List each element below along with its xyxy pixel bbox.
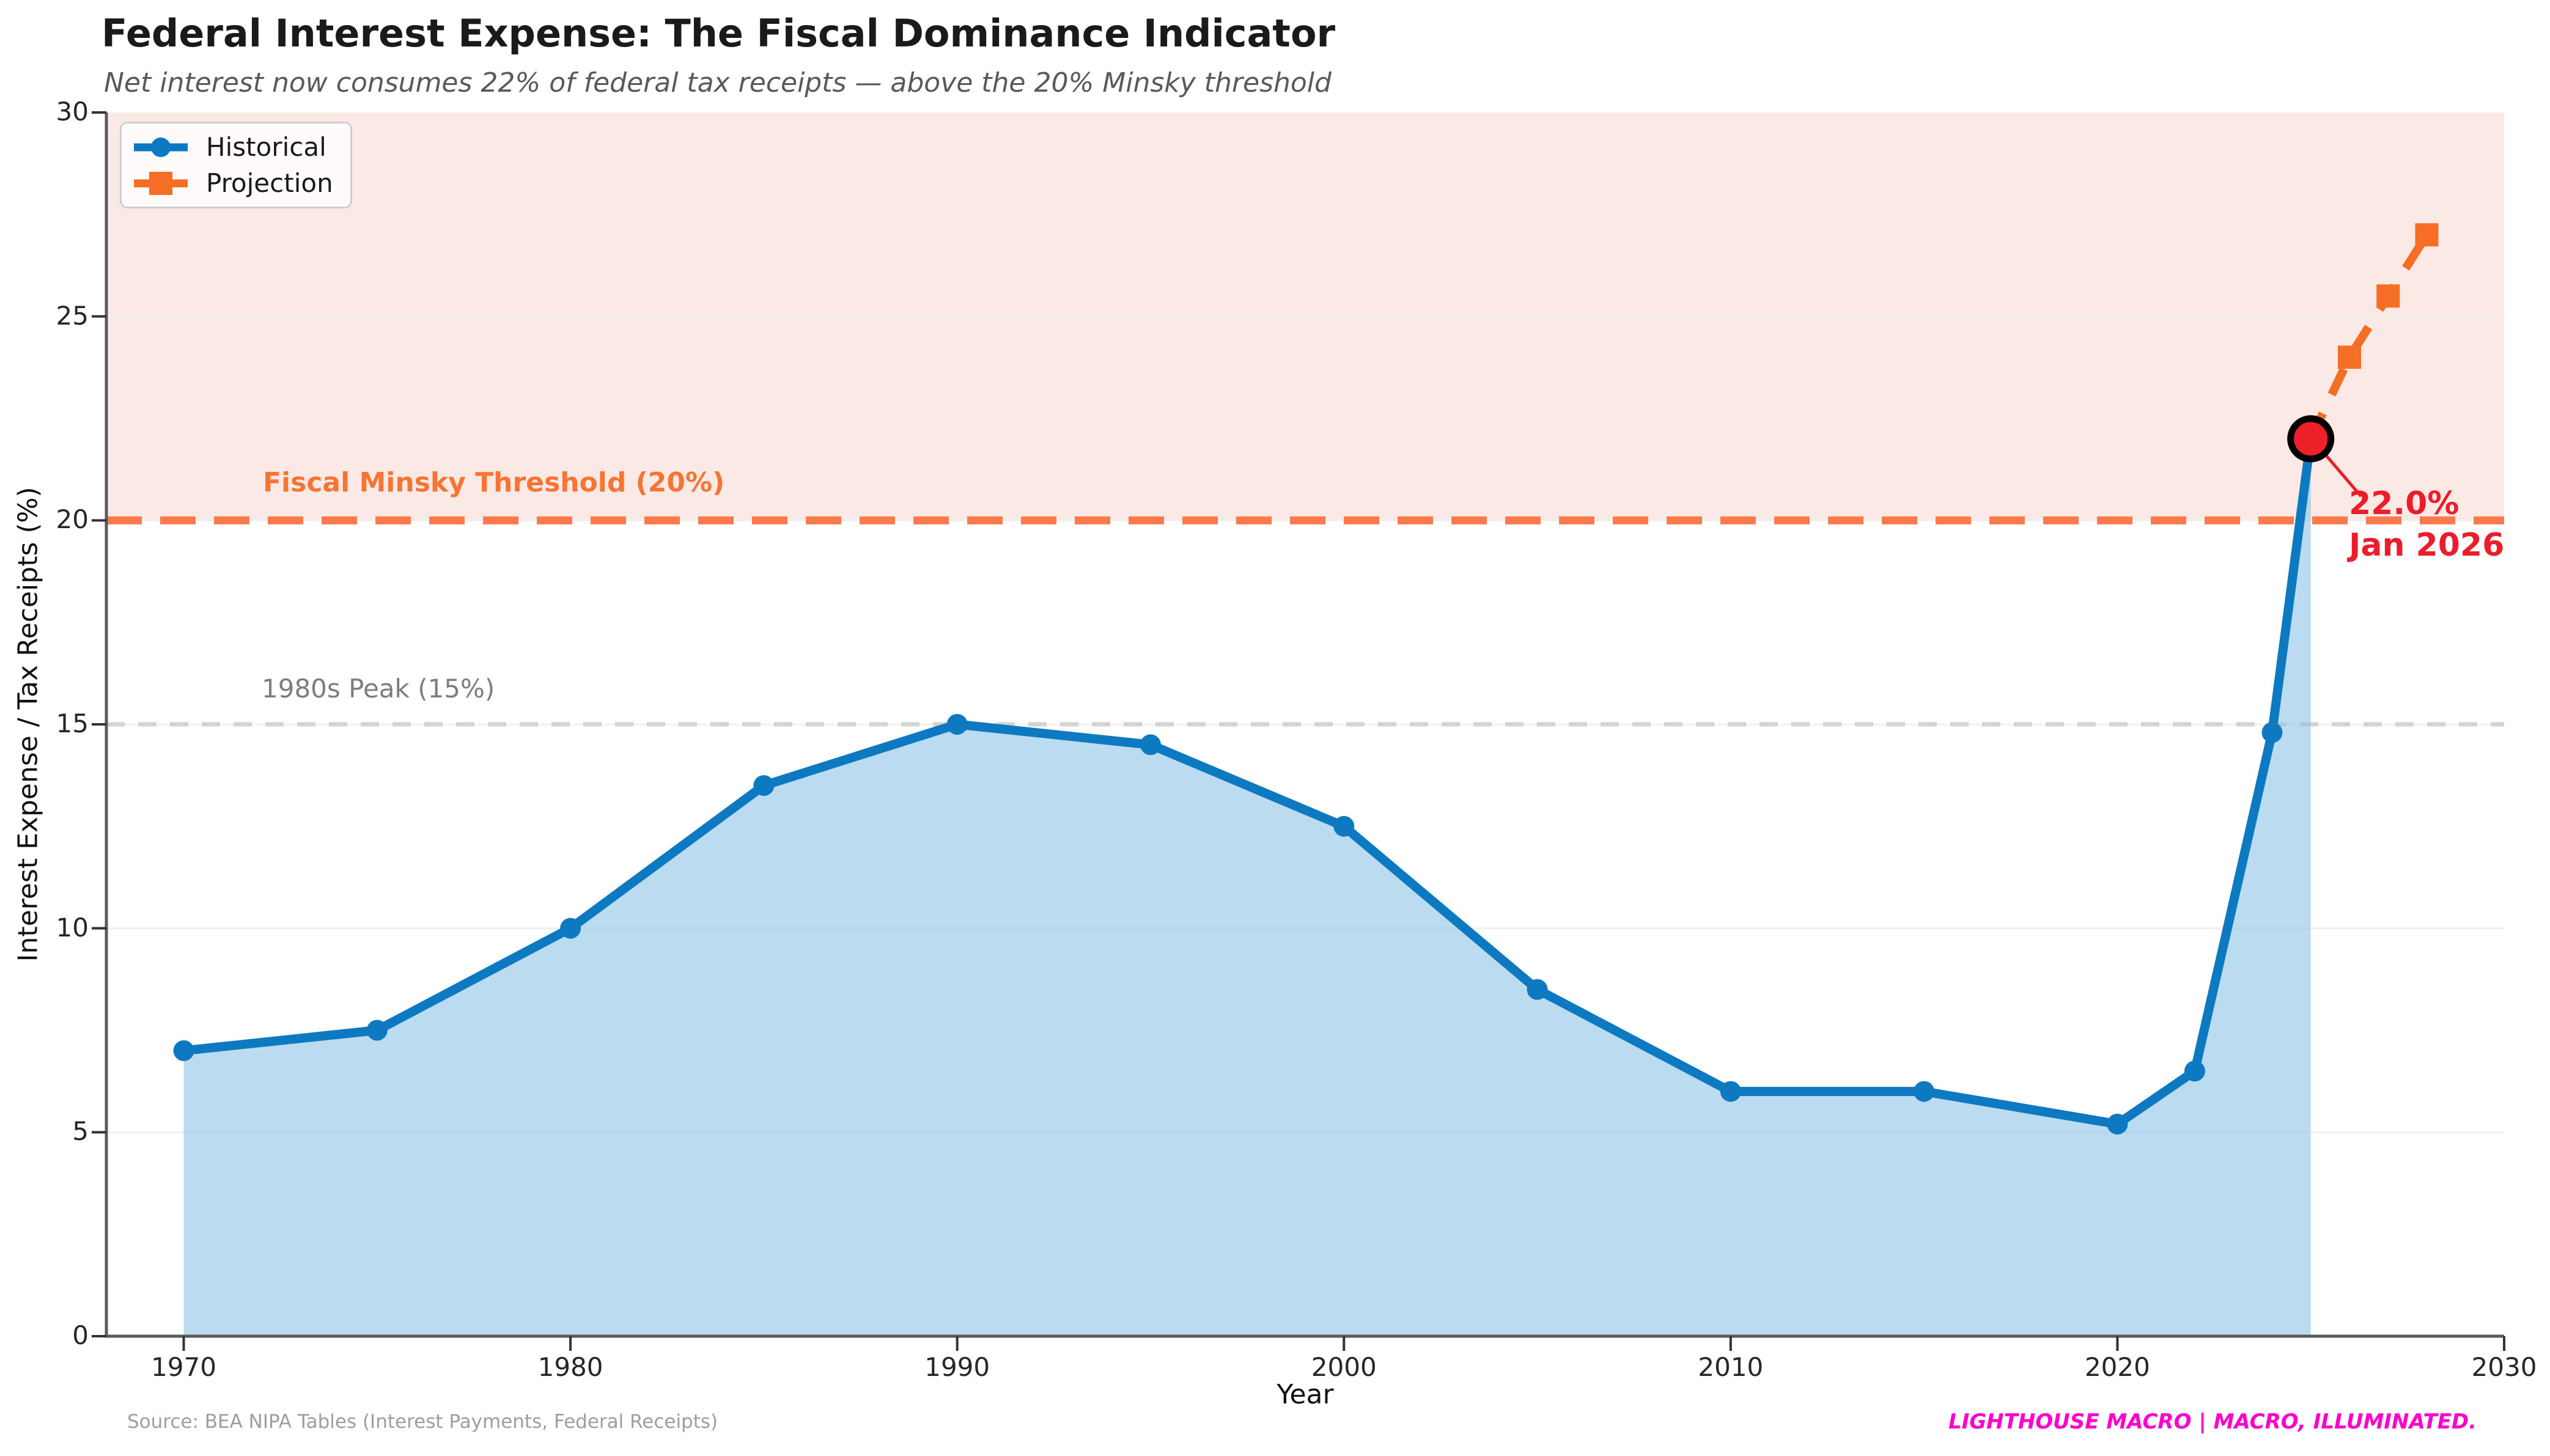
y-tick-label: 0 (72, 1320, 89, 1350)
historical-point (560, 917, 581, 939)
historical-point (2261, 722, 2283, 743)
historical-point (753, 775, 775, 796)
minsky-threshold-label: Fiscal Minsky Threshold (20%) (263, 467, 725, 498)
chart-subtitle: Net interest now consumes 22% of federal… (104, 67, 1332, 98)
source-note: Source: BEA NIPA Tables (Interest Paymen… (127, 1411, 718, 1433)
projection-point (2415, 223, 2439, 247)
projection-line (2307, 232, 2431, 441)
legend-item-historical: Historical (131, 132, 333, 162)
legend-label-projection: Projection (206, 168, 333, 198)
x-tick-label: 1990 (924, 1352, 990, 1382)
legend-item-projection: Projection (131, 168, 333, 198)
legend: Historical Projection (120, 122, 352, 208)
y-tick-label: 30 (56, 97, 89, 127)
highlight-date-label: Jan 2026 (2349, 527, 2505, 564)
historical-point (1333, 815, 1355, 837)
x-tick-label: 2000 (1311, 1352, 1377, 1382)
historical-line-marker-icon (134, 137, 188, 157)
y-tick-label: 15 (56, 708, 89, 738)
eighties-peak-label: 1980s Peak (15%) (262, 674, 495, 704)
x-tick-label: 1980 (537, 1352, 603, 1382)
projection-point (2337, 345, 2361, 369)
historical-point (1914, 1081, 1935, 1102)
historical-point (173, 1040, 194, 1061)
historical-point (946, 714, 968, 735)
historical-point (366, 1020, 388, 1041)
x-tick-label: 2020 (2084, 1352, 2150, 1382)
y-tick-label: 25 (56, 300, 89, 331)
historical-point (1527, 979, 1548, 1000)
historical-point (2107, 1113, 2128, 1134)
projection-point (2376, 284, 2400, 308)
historical-line (179, 434, 2316, 1129)
legend-label-historical: Historical (206, 132, 326, 162)
y-tick-label: 20 (56, 504, 89, 535)
y-tick-label: 10 (56, 912, 89, 943)
x-tick-label: 2030 (2471, 1352, 2537, 1382)
branding-note: LIGHTHOUSE MACRO | MACRO, ILLUMINATED. (1948, 1410, 2477, 1434)
chart-title: Federal Interest Expense: The Fiscal Dom… (101, 11, 1336, 56)
historical-area-fill (183, 438, 2311, 1336)
x-tick-label: 1970 (151, 1352, 216, 1382)
y-tick-label: 5 (72, 1116, 89, 1147)
highlight-point (2287, 415, 2335, 463)
x-tick-label: 2010 (1698, 1352, 1764, 1382)
annotation-leader-line (2324, 454, 2362, 498)
highlight-value-label: 22.0% (2349, 485, 2460, 522)
historical-point (2184, 1061, 2205, 1082)
projection-line-marker-icon (134, 171, 188, 195)
historical-point (1720, 1081, 1741, 1102)
x-axis-title: Year (1277, 1379, 1334, 1410)
historical-point (1140, 734, 1161, 756)
